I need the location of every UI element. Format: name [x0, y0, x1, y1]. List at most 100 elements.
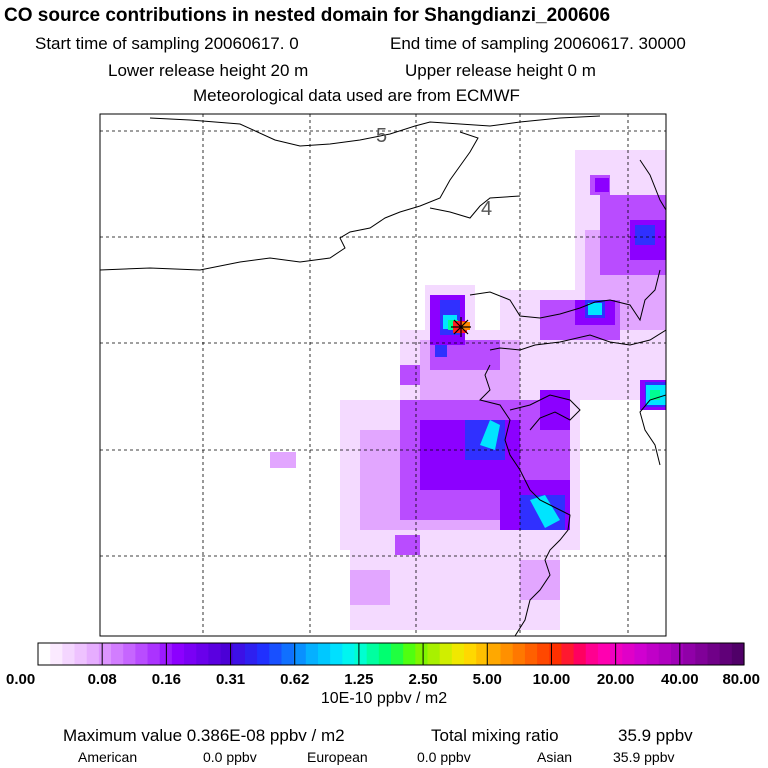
- colorbar-swatch: [171, 643, 185, 665]
- plume-cell: [400, 365, 420, 385]
- plume-cell: [530, 495, 560, 528]
- colorbar-swatch: [38, 643, 51, 665]
- colorbar-swatch: [597, 643, 611, 665]
- total-mixing-value: 35.9 ppbv: [618, 726, 693, 745]
- colorbar-swatch: [342, 643, 356, 665]
- colorbar-swatch: [123, 643, 136, 665]
- colorbar-swatch: [622, 643, 636, 665]
- colorbar-tick-label: 0.08: [88, 671, 117, 688]
- european-label: European: [307, 749, 368, 765]
- colorbar-swatch: [524, 643, 538, 665]
- colorbar-swatch: [74, 643, 88, 665]
- coastline-south: [479, 364, 571, 636]
- colorbar-swatch: [561, 643, 575, 665]
- colorbar-swatch: [427, 643, 441, 665]
- coastline-east: [639, 394, 666, 466]
- plume-cell: [635, 225, 655, 245]
- colorbar-tick-label: 1.25: [344, 671, 373, 688]
- colorbar-swatch: [439, 643, 453, 665]
- chart-title: CO source contributions in nested domain…: [4, 5, 611, 26]
- plume-cell: [588, 303, 602, 315]
- northern-border: [149, 115, 601, 147]
- plume-cell: [350, 570, 390, 605]
- colorbar-swatch: [220, 643, 234, 665]
- coastline-layer: [100, 115, 666, 636]
- colorbar-tick-label: 80.00: [722, 671, 760, 688]
- colorbar-tick-labels: 0.00 0.08 0.16 0.31 0.62 1.25 2.50 5.00 10.00 20.…: [6, 643, 760, 688]
- colorbar: [37, 642, 745, 666]
- colorbar-tick-label: 40.00: [661, 671, 699, 688]
- plume-cell: [650, 390, 660, 400]
- colorbar-swatch: [488, 643, 502, 665]
- colorbar-tick-label: 2.50: [408, 671, 437, 688]
- colorbar-swatch: [98, 643, 112, 665]
- colorbar-swatch: [208, 643, 222, 665]
- plume-cell: [270, 452, 296, 468]
- colorbar-swatch: [731, 643, 745, 665]
- upper-release-height: Upper release height 0 m: [405, 61, 596, 80]
- american-value: 0.0 ppbv: [203, 749, 257, 765]
- colorbar-swatch: [707, 643, 721, 665]
- plume-cell: [520, 560, 560, 600]
- colorbar-tick-label: 5.00: [473, 671, 502, 688]
- colorbar-swatch: [50, 643, 63, 665]
- colorbar-swatch: [415, 643, 429, 665]
- colorbar-swatch: [719, 643, 733, 665]
- colorbar-swatch: [683, 643, 696, 665]
- province-border: [100, 131, 479, 271]
- colorbar-swatch: [244, 643, 258, 665]
- colorbar-swatch: [184, 643, 197, 665]
- colorbar-tick-label: 0.00: [6, 671, 35, 688]
- colorbar-swatch: [354, 643, 368, 665]
- colorbar-swatch: [257, 643, 270, 665]
- meteo-source: Meteorological data used are from ECMWF: [193, 86, 520, 105]
- colorbar-swatch: [658, 643, 672, 665]
- total-mixing-label: Total mixing ratio: [431, 726, 559, 745]
- gridlines: [100, 114, 666, 636]
- colorbar-swatch: [196, 643, 210, 665]
- colorbar-swatch: [232, 643, 246, 665]
- colorbar-swatch: [512, 643, 526, 665]
- start-time: Start time of sampling 20060617. 0: [35, 34, 299, 53]
- colorbar-tick-label: 0.62: [280, 671, 309, 688]
- asian-value: 35.9 ppbv: [613, 749, 675, 765]
- colorbar-swatch: [451, 643, 465, 665]
- colorbar-swatch: [330, 643, 343, 665]
- map-label-5: 5: [376, 125, 387, 147]
- colorbar-tick-label: 10.00: [533, 671, 571, 688]
- colorbar-swatch: [537, 643, 550, 665]
- colorbar-swatch: [62, 643, 76, 665]
- colorbar-swatch: [549, 643, 563, 665]
- colorbar-swatch: [403, 643, 416, 665]
- colorbar-swatch: [646, 643, 660, 665]
- peninsula-shore: [509, 394, 581, 431]
- colorbar-swatch: [500, 643, 514, 665]
- plume-cell: [462, 322, 470, 330]
- colorbar-swatch: [135, 643, 149, 665]
- colorbar-swatch: [573, 643, 587, 665]
- plume-cell: [595, 178, 609, 192]
- coastline-northeast: [639, 159, 666, 211]
- colorbar-swatch: [269, 643, 283, 665]
- colorbar-swatch: [610, 643, 623, 665]
- colorbar-swatch: [634, 643, 648, 665]
- colorbar-swatch: [585, 643, 599, 665]
- colorbar-swatch: [305, 643, 319, 665]
- end-time: End time of sampling 20060617. 30000: [390, 34, 686, 53]
- colorbar-tick-label: 20.00: [597, 671, 635, 688]
- colorbar-swatch: [281, 643, 295, 665]
- colorbar-unit: 10E-10 ppbv / m2: [320, 690, 448, 707]
- province-border: [429, 195, 521, 219]
- colorbar-swatch: [111, 643, 124, 665]
- map-frame: [99, 113, 667, 637]
- colorbar-swatch: [293, 643, 307, 665]
- colorbar-swatch: [476, 643, 489, 665]
- asian-label: Asian: [537, 749, 573, 765]
- coastline-bay: [489, 329, 666, 351]
- colorbar-swatch: [317, 643, 331, 665]
- receptor-marker: [451, 317, 471, 337]
- colorbar-tick-label: 0.16: [152, 671, 181, 688]
- colorbar-swatch: [391, 643, 404, 665]
- maximum-value: Maximum value 0.386E-08 ppbv / m2: [63, 726, 345, 745]
